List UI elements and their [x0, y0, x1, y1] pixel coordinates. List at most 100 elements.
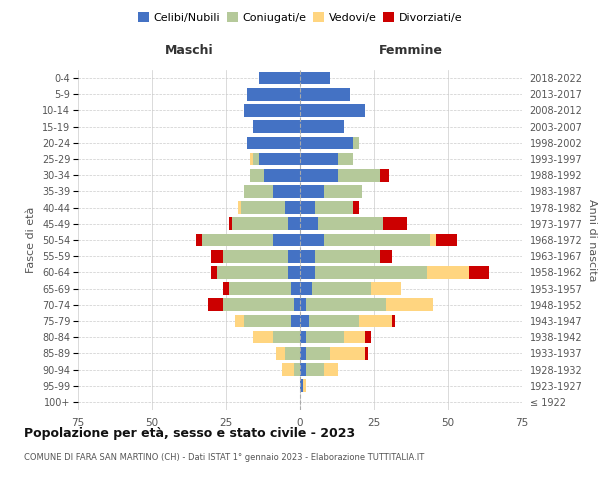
Bar [217, 266, 288, 278]
Bar [223, 282, 229, 295]
Bar [380, 250, 392, 262]
Bar [300, 152, 338, 166]
Bar [365, 331, 371, 344]
Bar [244, 185, 274, 198]
Bar [229, 282, 291, 295]
Bar [259, 152, 300, 166]
Bar [306, 331, 344, 344]
Bar [469, 266, 490, 278]
Bar [300, 380, 303, 392]
Bar [241, 202, 285, 214]
Bar [300, 282, 312, 295]
Bar [300, 363, 306, 376]
Bar [274, 234, 300, 246]
Bar [353, 202, 359, 214]
Bar [306, 347, 329, 360]
Bar [211, 266, 217, 278]
Bar [229, 218, 232, 230]
Legend: Celibi/Nubili, Coniugati/e, Vedovi/e, Divorziati/e: Celibi/Nubili, Coniugati/e, Vedovi/e, Di… [133, 8, 467, 28]
Bar [208, 298, 223, 311]
Text: COMUNE DI FARA SAN MARTINO (CH) - Dati ISTAT 1° gennaio 2023 - Elaborazione TUTT: COMUNE DI FARA SAN MARTINO (CH) - Dati I… [24, 452, 424, 462]
Bar [265, 169, 300, 181]
Text: Femmine: Femmine [379, 44, 443, 57]
Bar [338, 152, 353, 166]
Bar [392, 314, 395, 328]
Bar [232, 218, 288, 230]
Bar [306, 298, 386, 311]
Bar [274, 185, 300, 198]
Bar [300, 120, 344, 133]
Bar [344, 331, 365, 344]
Bar [247, 88, 300, 101]
Bar [288, 250, 300, 262]
Bar [244, 104, 300, 117]
Bar [309, 314, 359, 328]
Bar [300, 250, 315, 262]
Bar [277, 347, 285, 360]
Bar [282, 363, 294, 376]
Bar [386, 298, 433, 311]
Bar [250, 152, 253, 166]
Bar [253, 152, 259, 166]
Bar [288, 266, 300, 278]
Bar [303, 380, 306, 392]
Bar [323, 234, 430, 246]
Bar [312, 282, 371, 295]
Bar [300, 314, 309, 328]
Bar [300, 202, 315, 214]
Bar [253, 120, 300, 133]
Bar [247, 136, 300, 149]
Y-axis label: Fasce di età: Fasce di età [26, 207, 37, 273]
Bar [223, 298, 294, 311]
Bar [250, 169, 265, 181]
Text: Popolazione per età, sesso e stato civile - 2023: Popolazione per età, sesso e stato civil… [24, 428, 355, 440]
Bar [300, 234, 323, 246]
Bar [196, 234, 202, 246]
Bar [338, 169, 380, 181]
Bar [235, 314, 244, 328]
Bar [300, 72, 329, 85]
Bar [300, 185, 323, 198]
Bar [285, 202, 300, 214]
Bar [285, 347, 300, 360]
Bar [244, 314, 291, 328]
Bar [202, 234, 274, 246]
Bar [300, 266, 315, 278]
Y-axis label: Anni di nascita: Anni di nascita [587, 198, 596, 281]
Bar [300, 169, 338, 181]
Bar [359, 314, 392, 328]
Bar [323, 185, 362, 198]
Bar [353, 136, 359, 149]
Bar [383, 218, 407, 230]
Bar [211, 250, 223, 262]
Bar [223, 250, 288, 262]
Bar [259, 72, 300, 85]
Bar [323, 363, 338, 376]
Bar [329, 347, 365, 360]
Bar [291, 282, 300, 295]
Bar [238, 202, 241, 214]
Bar [294, 298, 300, 311]
Bar [306, 363, 323, 376]
Bar [253, 331, 274, 344]
Bar [427, 266, 469, 278]
Bar [300, 104, 365, 117]
Bar [291, 314, 300, 328]
Bar [315, 202, 353, 214]
Bar [300, 347, 306, 360]
Bar [300, 331, 306, 344]
Bar [430, 234, 436, 246]
Bar [300, 136, 353, 149]
Bar [315, 250, 380, 262]
Bar [300, 218, 318, 230]
Bar [315, 266, 427, 278]
Bar [371, 282, 401, 295]
Bar [294, 363, 300, 376]
Bar [380, 169, 389, 181]
Bar [436, 234, 457, 246]
Bar [365, 347, 368, 360]
Bar [274, 331, 300, 344]
Bar [300, 298, 306, 311]
Bar [300, 88, 350, 101]
Bar [318, 218, 383, 230]
